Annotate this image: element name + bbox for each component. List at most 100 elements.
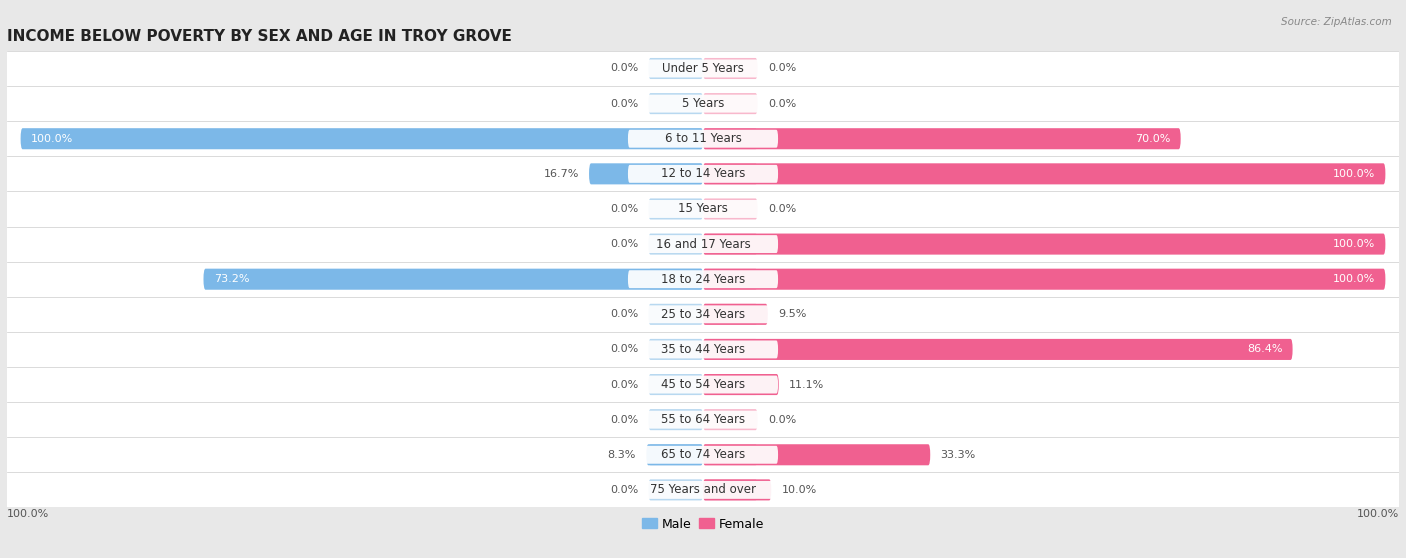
Text: 11.1%: 11.1% bbox=[789, 379, 824, 389]
FancyBboxPatch shape bbox=[7, 121, 1399, 156]
Text: 100.0%: 100.0% bbox=[1333, 274, 1375, 284]
FancyBboxPatch shape bbox=[628, 200, 778, 218]
Text: 73.2%: 73.2% bbox=[214, 274, 249, 284]
FancyBboxPatch shape bbox=[204, 268, 703, 290]
FancyBboxPatch shape bbox=[7, 402, 1399, 437]
Text: 70.0%: 70.0% bbox=[1135, 134, 1170, 144]
Text: 75 Years and over: 75 Years and over bbox=[650, 483, 756, 497]
FancyBboxPatch shape bbox=[589, 163, 703, 184]
Text: 15 Years: 15 Years bbox=[678, 203, 728, 215]
FancyBboxPatch shape bbox=[648, 374, 703, 395]
FancyBboxPatch shape bbox=[648, 304, 703, 325]
Text: 6 to 11 Years: 6 to 11 Years bbox=[665, 132, 741, 145]
FancyBboxPatch shape bbox=[703, 304, 768, 325]
FancyBboxPatch shape bbox=[703, 374, 758, 395]
Text: Source: ZipAtlas.com: Source: ZipAtlas.com bbox=[1281, 17, 1392, 27]
Text: 55 to 64 Years: 55 to 64 Years bbox=[661, 413, 745, 426]
Text: 8.3%: 8.3% bbox=[607, 450, 636, 460]
Text: 100.0%: 100.0% bbox=[31, 134, 73, 144]
FancyBboxPatch shape bbox=[7, 86, 1399, 121]
FancyBboxPatch shape bbox=[628, 235, 778, 253]
Text: 9.5%: 9.5% bbox=[778, 309, 807, 319]
FancyBboxPatch shape bbox=[703, 268, 1385, 290]
FancyBboxPatch shape bbox=[628, 270, 778, 288]
FancyBboxPatch shape bbox=[703, 339, 758, 360]
FancyBboxPatch shape bbox=[648, 128, 703, 150]
FancyBboxPatch shape bbox=[703, 479, 758, 501]
FancyBboxPatch shape bbox=[628, 165, 778, 183]
FancyBboxPatch shape bbox=[7, 191, 1399, 227]
FancyBboxPatch shape bbox=[628, 95, 778, 113]
FancyBboxPatch shape bbox=[703, 163, 758, 184]
Text: 16 and 17 Years: 16 and 17 Years bbox=[655, 238, 751, 251]
FancyBboxPatch shape bbox=[703, 479, 772, 501]
Text: 86.4%: 86.4% bbox=[1247, 344, 1282, 354]
FancyBboxPatch shape bbox=[7, 227, 1399, 262]
FancyBboxPatch shape bbox=[703, 128, 1181, 150]
FancyBboxPatch shape bbox=[7, 472, 1399, 507]
FancyBboxPatch shape bbox=[648, 479, 703, 501]
Text: 0.0%: 0.0% bbox=[610, 485, 638, 495]
FancyBboxPatch shape bbox=[7, 437, 1399, 472]
FancyBboxPatch shape bbox=[703, 304, 758, 325]
Text: 35 to 44 Years: 35 to 44 Years bbox=[661, 343, 745, 356]
FancyBboxPatch shape bbox=[648, 409, 703, 430]
FancyBboxPatch shape bbox=[628, 481, 778, 499]
FancyBboxPatch shape bbox=[628, 376, 778, 393]
FancyBboxPatch shape bbox=[648, 234, 703, 254]
FancyBboxPatch shape bbox=[7, 297, 1399, 332]
Text: 0.0%: 0.0% bbox=[610, 99, 638, 109]
FancyBboxPatch shape bbox=[703, 58, 758, 79]
FancyBboxPatch shape bbox=[628, 130, 778, 148]
Text: 0.0%: 0.0% bbox=[768, 204, 796, 214]
Text: INCOME BELOW POVERTY BY SEX AND AGE IN TROY GROVE: INCOME BELOW POVERTY BY SEX AND AGE IN T… bbox=[7, 29, 512, 44]
FancyBboxPatch shape bbox=[647, 444, 703, 465]
FancyBboxPatch shape bbox=[7, 332, 1399, 367]
Text: 5 Years: 5 Years bbox=[682, 97, 724, 110]
FancyBboxPatch shape bbox=[703, 128, 758, 150]
FancyBboxPatch shape bbox=[7, 262, 1399, 297]
FancyBboxPatch shape bbox=[703, 444, 758, 465]
Text: 0.0%: 0.0% bbox=[610, 239, 638, 249]
Text: 100.0%: 100.0% bbox=[1357, 509, 1399, 519]
FancyBboxPatch shape bbox=[628, 305, 778, 323]
Legend: Male, Female: Male, Female bbox=[641, 518, 765, 531]
Text: 0.0%: 0.0% bbox=[610, 415, 638, 425]
Text: 10.0%: 10.0% bbox=[782, 485, 817, 495]
Text: 0.0%: 0.0% bbox=[768, 99, 796, 109]
FancyBboxPatch shape bbox=[21, 128, 703, 150]
Text: 16.7%: 16.7% bbox=[544, 169, 579, 179]
FancyBboxPatch shape bbox=[703, 409, 758, 430]
Text: 45 to 54 Years: 45 to 54 Years bbox=[661, 378, 745, 391]
FancyBboxPatch shape bbox=[7, 156, 1399, 191]
FancyBboxPatch shape bbox=[648, 268, 703, 290]
FancyBboxPatch shape bbox=[703, 339, 1292, 360]
FancyBboxPatch shape bbox=[703, 199, 758, 219]
Text: 0.0%: 0.0% bbox=[610, 379, 638, 389]
FancyBboxPatch shape bbox=[703, 93, 758, 114]
FancyBboxPatch shape bbox=[648, 93, 703, 114]
Text: 0.0%: 0.0% bbox=[610, 204, 638, 214]
FancyBboxPatch shape bbox=[703, 268, 758, 290]
FancyBboxPatch shape bbox=[703, 374, 779, 395]
FancyBboxPatch shape bbox=[648, 163, 703, 184]
Text: 25 to 34 Years: 25 to 34 Years bbox=[661, 308, 745, 321]
FancyBboxPatch shape bbox=[703, 163, 1385, 184]
Text: 0.0%: 0.0% bbox=[768, 415, 796, 425]
Text: 100.0%: 100.0% bbox=[1333, 239, 1375, 249]
FancyBboxPatch shape bbox=[628, 340, 778, 358]
Text: 0.0%: 0.0% bbox=[768, 64, 796, 74]
Text: 65 to 74 Years: 65 to 74 Years bbox=[661, 448, 745, 461]
FancyBboxPatch shape bbox=[628, 446, 778, 464]
Text: 0.0%: 0.0% bbox=[610, 309, 638, 319]
Text: 100.0%: 100.0% bbox=[1333, 169, 1375, 179]
Text: 33.3%: 33.3% bbox=[941, 450, 976, 460]
FancyBboxPatch shape bbox=[648, 339, 703, 360]
FancyBboxPatch shape bbox=[648, 58, 703, 79]
Text: 12 to 14 Years: 12 to 14 Years bbox=[661, 167, 745, 180]
Text: 18 to 24 Years: 18 to 24 Years bbox=[661, 273, 745, 286]
FancyBboxPatch shape bbox=[703, 444, 931, 465]
Text: 100.0%: 100.0% bbox=[7, 509, 49, 519]
Text: 0.0%: 0.0% bbox=[610, 64, 638, 74]
FancyBboxPatch shape bbox=[648, 199, 703, 219]
